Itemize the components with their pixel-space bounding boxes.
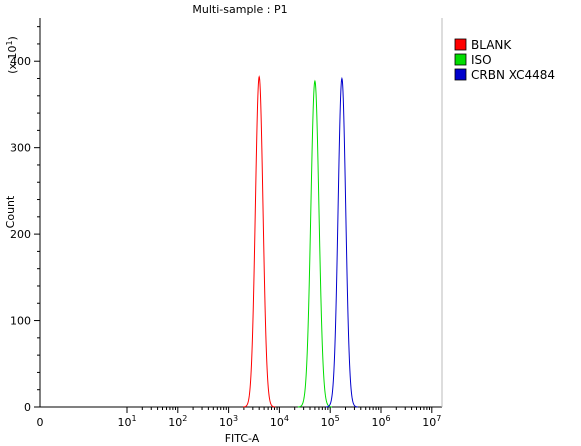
legend-label: ISO: [471, 53, 492, 67]
series-line-crbn-xc4484: [325, 76, 358, 408]
y-tick-label: 400: [10, 55, 31, 68]
y-tick-label: 100: [10, 315, 31, 328]
x-tick-label: 107: [422, 414, 441, 429]
x-tick-label: 103: [219, 414, 238, 429]
chart-title: Multi-sample : P1: [192, 3, 287, 16]
x-tick-label: 0: [37, 416, 44, 429]
y-multiplier-base: (x 10: [6, 46, 19, 74]
series-line-iso: [297, 79, 332, 408]
legend-label: BLANK: [471, 38, 512, 52]
x-axis: 0 101 102 103 104 105 106 107: [37, 407, 441, 429]
y-tick-label: 200: [10, 228, 31, 241]
y-multiplier-exponent: 1: [5, 40, 14, 45]
x-tick-label: 101: [117, 414, 136, 429]
legend-swatch: [454, 38, 467, 51]
x-tick-label: 105: [321, 414, 340, 429]
y-axis-multiplier: (x 101): [5, 36, 19, 74]
x-tick-label: 104: [270, 414, 289, 429]
x-tick-label: 102: [168, 414, 187, 429]
legend-swatch: [454, 68, 467, 81]
legend-label: CRBN XC4484: [471, 68, 555, 82]
x-axis-label: FITC-A: [225, 432, 260, 445]
x-tick-label: 106: [371, 414, 390, 429]
y-tick-label: 300: [10, 142, 31, 155]
y-axis-label: Count: [4, 195, 17, 228]
plot-area: [39, 18, 443, 408]
y-axis: 0 100 200 300 400: [10, 26, 40, 414]
series-line-blank: [243, 75, 276, 408]
y-tick-label: 0: [24, 401, 31, 414]
series-group: [243, 75, 358, 408]
legend-swatch: [454, 53, 467, 66]
